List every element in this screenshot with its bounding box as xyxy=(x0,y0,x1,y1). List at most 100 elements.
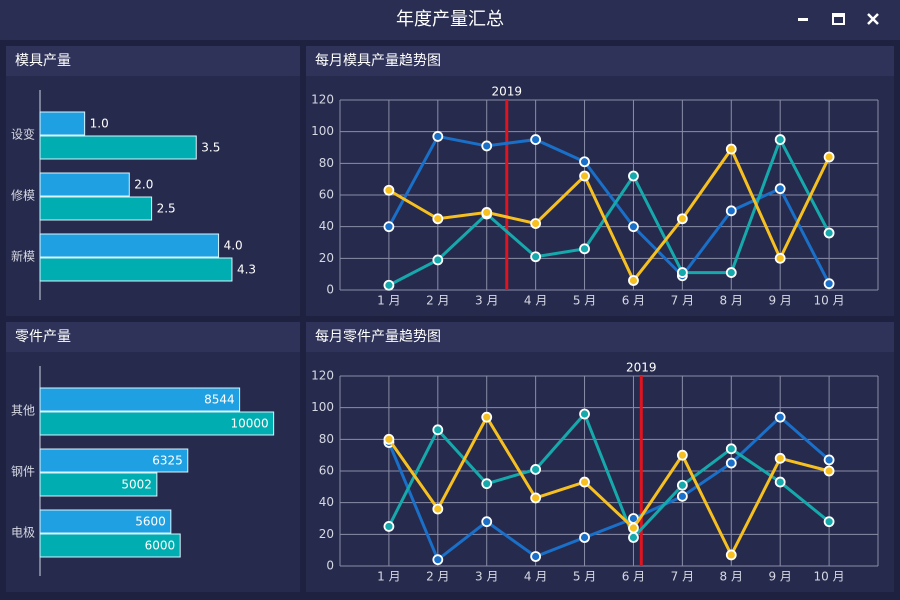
y-tick-label: 40 xyxy=(319,495,334,509)
marker-label: 2019 xyxy=(626,361,657,375)
point xyxy=(530,251,542,263)
x-tick-label: 7 月 xyxy=(671,570,694,584)
category-label: 电极 xyxy=(11,526,35,540)
point xyxy=(530,134,542,145)
y-tick-label: 120 xyxy=(311,369,334,383)
point xyxy=(823,516,835,528)
bar xyxy=(39,135,197,160)
x-tick-label: 8 月 xyxy=(720,294,743,308)
point xyxy=(823,465,835,477)
x-tick-label: 5 月 xyxy=(573,294,596,308)
y-tick-label: 80 xyxy=(319,156,334,170)
data-label: 10000 xyxy=(230,417,268,431)
series-line xyxy=(388,146,831,284)
data-label: 3.5 xyxy=(201,141,220,155)
y-tick-label: 20 xyxy=(319,251,334,265)
x-tick-label: 9 月 xyxy=(768,294,791,308)
minimize-button[interactable] xyxy=(798,18,808,21)
maximize-button[interactable] xyxy=(832,13,845,25)
bar xyxy=(39,257,233,282)
point xyxy=(432,503,444,515)
point xyxy=(579,532,590,543)
point xyxy=(725,443,737,455)
category-label: 修模 xyxy=(11,188,35,203)
point xyxy=(676,213,688,225)
panel-title: 每月模具产量趋势图 xyxy=(315,53,441,69)
category-label: 钢件 xyxy=(11,465,35,479)
y-tick-label: 100 xyxy=(311,124,334,138)
x-tick-label: 1 月 xyxy=(377,294,400,308)
series-line xyxy=(387,415,831,563)
point xyxy=(530,218,542,229)
point xyxy=(432,254,444,266)
point xyxy=(432,131,444,142)
panel-header xyxy=(306,46,894,76)
x-tick-label: 9 月 xyxy=(768,570,791,584)
point xyxy=(383,279,395,291)
point xyxy=(774,134,786,145)
point xyxy=(579,170,590,182)
point xyxy=(725,549,737,561)
data-label: 4.3 xyxy=(237,263,256,277)
x-tick-label: 4 月 xyxy=(524,570,547,584)
point xyxy=(774,452,786,464)
y-tick-label: 40 xyxy=(319,219,334,233)
point xyxy=(579,408,590,420)
x-tick-label: 2 月 xyxy=(426,294,449,308)
y-tick-label: 20 xyxy=(319,527,334,541)
point xyxy=(530,551,542,562)
point xyxy=(823,151,835,163)
x-tick-label: 8 月 xyxy=(720,570,743,584)
x-tick-label: 6 月 xyxy=(622,570,645,584)
y-tick-label: 80 xyxy=(319,432,334,446)
y-tick-label: 0 xyxy=(326,283,334,297)
panel-header xyxy=(6,322,300,352)
data-label: 5600 xyxy=(135,515,166,529)
y-tick-label: 0 xyxy=(326,559,334,573)
point xyxy=(628,532,639,543)
series-line xyxy=(387,411,831,541)
point xyxy=(432,424,444,436)
bar xyxy=(39,509,172,534)
point xyxy=(481,478,493,490)
bar xyxy=(39,411,275,436)
point xyxy=(725,267,737,278)
data-label: 4.0 xyxy=(224,239,243,253)
point xyxy=(774,476,786,488)
point xyxy=(676,490,688,502)
panel-title: 每月零件产量趋势图 xyxy=(315,329,441,345)
close-button[interactable] xyxy=(867,13,879,25)
window-title: 年度产量汇总 xyxy=(396,9,504,30)
data-label: 2.0 xyxy=(134,178,153,192)
point xyxy=(676,267,688,278)
series-line xyxy=(387,414,830,559)
point xyxy=(774,411,786,423)
bar xyxy=(39,533,181,558)
bar xyxy=(39,233,220,258)
x-tick-label: 10 月 xyxy=(814,570,845,584)
x-tick-label: 1 月 xyxy=(377,570,400,584)
category-label: 其他 xyxy=(11,404,35,418)
point xyxy=(628,170,639,182)
y-tick-label: 100 xyxy=(311,400,334,414)
point xyxy=(383,433,395,445)
panel-title: 模具产量 xyxy=(15,53,71,69)
x-tick-label: 10 月 xyxy=(814,294,845,308)
series-line xyxy=(387,134,831,285)
point xyxy=(481,516,493,528)
point xyxy=(383,184,395,196)
point xyxy=(676,449,688,461)
data-label: 1.0 xyxy=(90,117,109,131)
point xyxy=(676,479,688,491)
data-label: 8544 xyxy=(204,393,235,407)
x-tick-label: 7 月 xyxy=(671,294,694,308)
x-tick-label: 3 月 xyxy=(475,294,498,308)
marker-label: 2019 xyxy=(492,85,523,99)
point xyxy=(481,411,493,423)
point xyxy=(432,213,444,225)
point xyxy=(725,205,737,217)
point xyxy=(823,278,835,290)
x-tick-label: 6 月 xyxy=(622,294,645,308)
